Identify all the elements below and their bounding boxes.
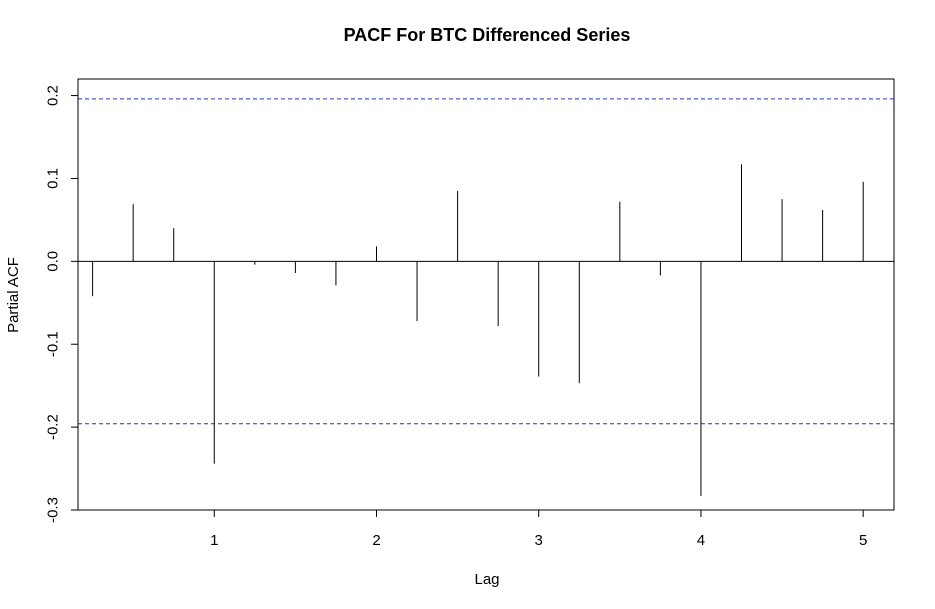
y-tick-label: 0.0 [44, 251, 61, 272]
x-tick-label: 3 [535, 532, 543, 549]
y-axis-label: Partial ACF [5, 257, 22, 333]
x-tick-label: 1 [210, 532, 218, 549]
x-axis: 1 2 3 4 5 [210, 509, 867, 549]
y-tick-label: -0.3 [44, 497, 61, 523]
pacf-spikes [92, 164, 864, 496]
y-tick-label: 0.1 [44, 168, 61, 189]
y-tick-label: -0.2 [44, 414, 61, 440]
reference-lines [78, 98, 894, 425]
x-tick-label: 4 [697, 532, 705, 549]
plot-frame [77, 78, 895, 511]
chart-title: PACF For BTC Differenced Series [344, 25, 631, 45]
y-tick-label: -0.1 [44, 331, 61, 357]
y-tick-label: 0.2 [44, 85, 61, 106]
y-axis: -0.3 -0.2 -0.1 0.0 0.1 0.2 [44, 85, 79, 523]
x-axis-label: Lag [474, 571, 499, 588]
x-tick-label: 5 [859, 532, 867, 549]
x-tick-label: 2 [372, 532, 380, 549]
